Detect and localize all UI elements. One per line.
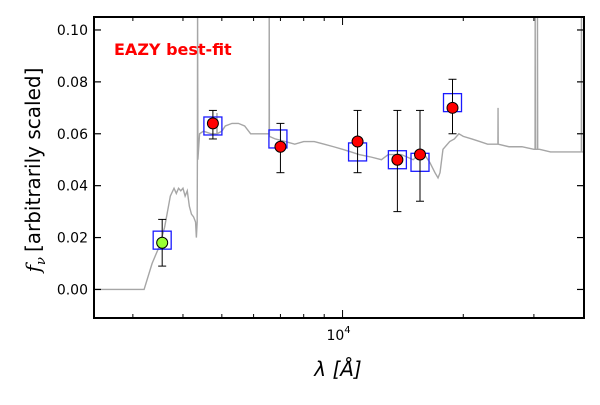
model-box-layer bbox=[152, 92, 463, 250]
observed-point-layer bbox=[156, 101, 459, 249]
x-axis-label: λ [Å] bbox=[313, 357, 361, 381]
observed-point-1 bbox=[206, 117, 219, 130]
x-tick-label-exponent: 4 bbox=[344, 325, 350, 336]
observed-point-6 bbox=[446, 101, 459, 114]
x-tick-label-base: 10 bbox=[326, 328, 344, 344]
observed-point-5 bbox=[414, 148, 427, 161]
chart-annotation: EAZY best-fit bbox=[114, 40, 232, 59]
y-tick-label-3: 0.06 bbox=[57, 127, 88, 143]
observed-point-2 bbox=[274, 140, 287, 153]
plot-frame bbox=[93, 16, 585, 319]
y-axis-label-subscript: ν bbox=[34, 257, 49, 265]
template-spectrum-layer bbox=[94, 17, 584, 291]
template-spectrum-line bbox=[94, 17, 584, 291]
y-tick-label-0: 0.00 bbox=[57, 282, 88, 298]
observed-point-0 bbox=[156, 236, 169, 249]
observed-point-3 bbox=[351, 135, 364, 148]
y-axis-label: fν[arbitrarily scaled] bbox=[21, 68, 49, 275]
error-bar-layer bbox=[158, 78, 457, 267]
y-axis-label-text: [arbitrarily scaled] bbox=[21, 68, 45, 252]
y-tick-label-1: 0.02 bbox=[57, 231, 88, 247]
x-tick-label-10000: 104 bbox=[326, 325, 350, 344]
y-tick-label-4: 0.08 bbox=[57, 75, 88, 91]
observed-point-4 bbox=[391, 153, 404, 166]
y-tick-label-5: 0.10 bbox=[57, 23, 88, 39]
axes-layer: 0.00 0.02 0.04 0.06 0.08 0.10 104 bbox=[57, 16, 585, 344]
svg-text:fν[arbitrarily scaled]: fν[arbitrarily scaled] bbox=[21, 68, 49, 275]
y-tick-label-2: 0.04 bbox=[57, 179, 88, 195]
